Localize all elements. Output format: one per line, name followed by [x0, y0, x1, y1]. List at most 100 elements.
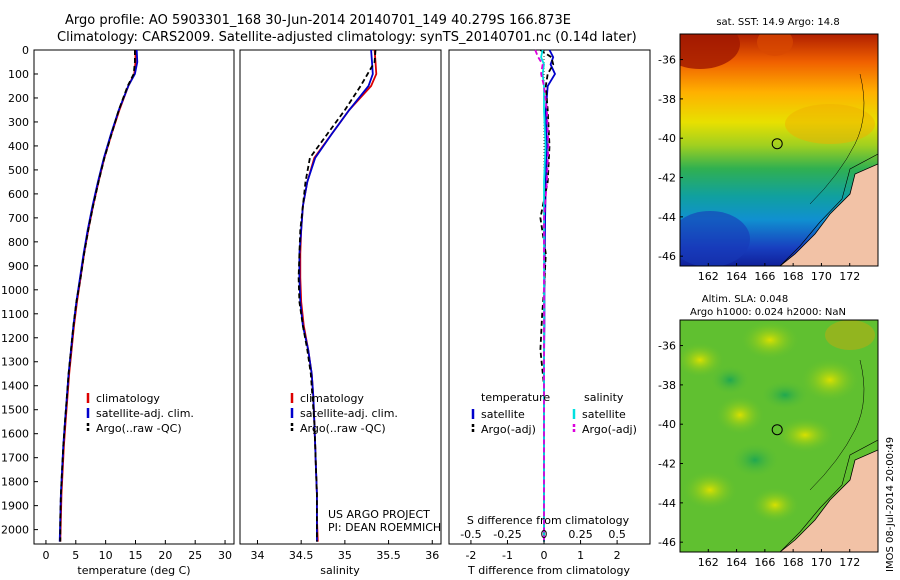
timestamp-stamp: IMOS 08-Jul-2014 20:00:49 — [885, 437, 896, 572]
legend-title-salinity: salinity — [584, 391, 624, 404]
map-lat-label: -38 — [658, 379, 676, 392]
depth-tick-label: 1700 — [1, 452, 29, 465]
map-lon-label: 164 — [726, 556, 747, 569]
temperature-plot-frame — [33, 49, 235, 545]
sla-map-image — [680, 320, 878, 552]
salinity-x-label: salinity — [320, 564, 360, 577]
x-tick-label: 0 — [541, 549, 548, 562]
temperature-x-label: temperature (deg C) — [77, 564, 190, 577]
sla-high-7 — [750, 487, 800, 523]
sla-map: Altim. SLA: 0.048 Argo h1000: 0.024 h200… — [658, 294, 879, 569]
salinity-marks — [297, 49, 378, 542]
map-lat-label: -44 — [658, 497, 676, 510]
s-difference-tick-label: 0.25 — [568, 528, 593, 541]
figure-title-line1: Argo profile: AO 5903301_168 30-Jun-2014… — [65, 13, 571, 28]
sla-contour — [809, 359, 865, 491]
map-lat-label: -44 — [658, 211, 676, 224]
map-lon-label: 170 — [811, 270, 832, 283]
map-lon-label: 162 — [698, 270, 719, 283]
x-tick-label: 1 — [577, 549, 584, 562]
temperature-legend: climatology satellite-adj. clim. Argo(..ra… — [86, 392, 194, 435]
depth-tick-label: 400 — [8, 140, 29, 153]
x-tick-label: 2 — [614, 549, 621, 562]
map-lat-label: -40 — [658, 132, 676, 145]
legend-entry: climatology — [96, 392, 160, 405]
legend-entry: satellite-adj. clim. — [96, 407, 194, 420]
temperature-panel: 0 5 10 15 20 25 30 temperature (deg C) climato… — [33, 49, 235, 577]
depth-tick-label: 1800 — [1, 476, 29, 489]
legend-entry: Argo(-adj) — [481, 423, 536, 436]
depth-tick-label: 1500 — [1, 404, 29, 417]
legend-entry: Argo(..raw -QC) — [300, 422, 386, 435]
difference-legend: temperature salinity satellite Argo(-adj) sa… — [471, 391, 637, 436]
sst-cold-patch — [680, 211, 750, 266]
depth-tick-label: 1200 — [1, 332, 29, 345]
x-tick-label: 20 — [158, 549, 172, 562]
sst-map-image — [680, 34, 878, 266]
depth-tick-label: 1600 — [1, 428, 29, 441]
map-lat-label: -38 — [658, 93, 676, 106]
map-lon-label: 164 — [726, 270, 747, 283]
sst-map: sat. SST: 14.9 Argo: 14.8 162 164 166 168 17… — [658, 17, 879, 283]
legend-entry: satellite — [481, 408, 525, 421]
x-tick-label: 34.5 — [289, 549, 314, 562]
legend-entry: climatology — [300, 392, 364, 405]
legend-entry: Argo(-adj) — [582, 423, 637, 436]
map-lon-label: 172 — [839, 556, 860, 569]
sla-high-6 — [682, 470, 738, 510]
sst-contour — [809, 73, 865, 205]
project-annotation: US ARGO PROJECT — [328, 508, 430, 521]
sla-isobath — [779, 439, 878, 552]
map-lat-label: -46 — [658, 536, 676, 549]
x-tick-label: -1 — [502, 549, 513, 562]
sla-low-3 — [730, 442, 780, 478]
x-tick-label: 30 — [218, 549, 232, 562]
map-lon-label: 162 — [698, 556, 719, 569]
difference-x-ticks: -2 -1 0 1 2 — [465, 540, 621, 562]
x-tick-label: 5 — [72, 549, 79, 562]
depth-tick-label: 700 — [8, 212, 29, 225]
sla-map-frame — [679, 319, 879, 553]
s-difference-label: S difference from climatology — [467, 514, 630, 527]
sla-high-3 — [800, 358, 860, 402]
map-lat-label: -40 — [658, 418, 676, 431]
sla-map-ticks: 162 164 166 168 170 172 -36 -38 -40 -42 -44 -46 — [658, 340, 860, 569]
sla-high-peak — [825, 320, 875, 350]
salinity-plot-frame — [239, 49, 442, 545]
depth-tick-label: 1100 — [1, 308, 29, 321]
x-tick-label: 10 — [99, 549, 113, 562]
sla-high-2 — [680, 342, 725, 378]
depth-tick-label: 1000 — [1, 284, 29, 297]
depth-tick-label: 1300 — [1, 356, 29, 369]
x-tick-label: 34 — [250, 549, 264, 562]
sla-high-5 — [775, 417, 835, 453]
x-tick-label: 25 — [188, 549, 202, 562]
map-lon-label: 172 — [839, 270, 860, 283]
salinity-x-ticks: 34 34.5 35 35.5 36 — [250, 540, 439, 562]
argo-float-marker — [771, 424, 783, 436]
sst-map-title: sat. SST: 14.9 Argo: 14.8 — [716, 17, 839, 28]
series-line-argo-adj — [534, 49, 550, 542]
depth-tick-label: 2000 — [1, 524, 29, 537]
temperature-x-ticks: 0 5 10 15 20 25 30 — [42, 540, 232, 562]
figure-title-line2: Climatology: CARS2009. Satellite-adjuste… — [57, 30, 637, 45]
salinity-panel: 34 34.5 35 35.5 36 salinity climatology satel… — [239, 49, 442, 577]
x-tick-label: 35 — [338, 549, 352, 562]
sst-map-frame — [679, 33, 879, 267]
sst-warm-eddy — [757, 34, 793, 56]
t-difference-label: T difference from climatology — [467, 564, 630, 577]
sla-map-subtitle: Argo h1000: 0.024 h2000: NaN — [690, 307, 846, 318]
x-tick-label: 35.5 — [376, 549, 401, 562]
sst-warm-patch — [680, 34, 740, 69]
depth-y-ticks: 0 100 200 300 400 500 600 700 800 900 1000 1100 1200… — [1, 44, 38, 537]
sla-land — [779, 449, 878, 552]
difference-panel: -2 -1 0 1 2 -0.5 -0.25 0 0.25 0.5 S difference f… — [448, 49, 651, 577]
difference-top-ticks: -0.5 -0.25 0 0.25 0.5 — [460, 528, 626, 541]
x-tick-label: 36 — [425, 549, 439, 562]
depth-tick-label: 200 — [8, 92, 29, 105]
sst-front — [785, 104, 875, 144]
sla-high-1 — [740, 320, 800, 360]
s-difference-tick-label: 0.5 — [608, 528, 626, 541]
